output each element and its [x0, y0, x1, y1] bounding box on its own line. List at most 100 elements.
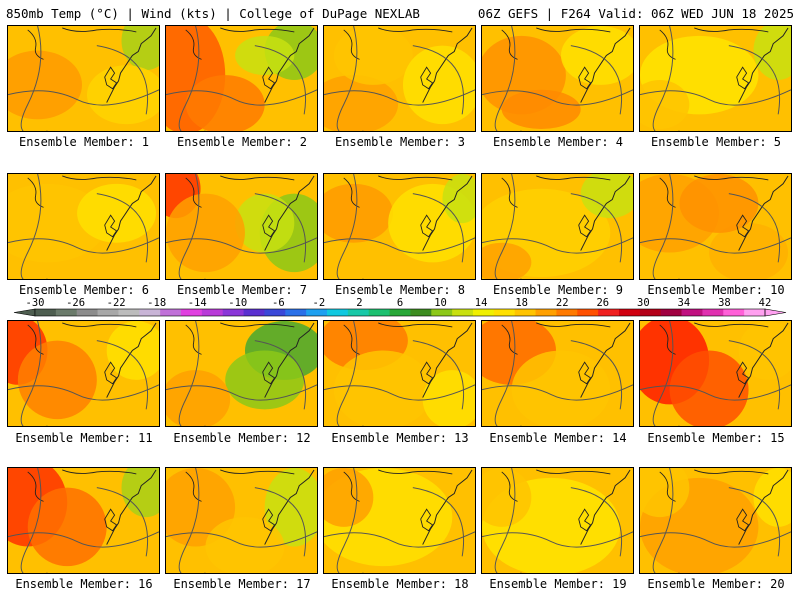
- ensemble-map-panel: [639, 467, 792, 574]
- ensemble-map-panel: [481, 320, 634, 427]
- ensemble-member-label: Ensemble Member: 9: [492, 283, 624, 297]
- map-canvas: [640, 26, 791, 131]
- colorbar-swatch: [410, 309, 432, 316]
- ensemble-map-panel: [7, 320, 160, 427]
- ensemble-map-panel: [7, 173, 160, 280]
- ensemble-map-panel: [639, 173, 792, 280]
- colorbar-tick-label: 22: [556, 297, 569, 309]
- ensemble-map-panel: [481, 25, 634, 132]
- ensemble-map-panel: [323, 467, 476, 574]
- ensemble-map-panel: [7, 25, 160, 132]
- colorbar-tick-label: -18: [147, 297, 166, 309]
- ensemble-member-label: Ensemble Member: 1: [18, 135, 150, 149]
- map-canvas: [482, 174, 633, 279]
- map-canvas: [482, 468, 633, 573]
- colorbar-swatch: [493, 309, 516, 316]
- colorbar-tick-label: 14: [475, 297, 488, 309]
- colorbar-tick-label: 38: [718, 297, 731, 309]
- temperature-colorbar: -30 -26 -22 -18 -14 -10 -6 -2 2 6 10 14 18 22 26 30 34 38…: [13, 297, 787, 317]
- colorbar-high-arrow: [764, 308, 787, 317]
- colorbar-swatch: [702, 309, 724, 316]
- colorbar-swatch: [723, 309, 745, 316]
- colorbar-swatch: [243, 309, 265, 316]
- colorbar-swatch: [201, 309, 224, 316]
- colorbar-swatch: [473, 309, 495, 316]
- ensemble-map-panel: [481, 467, 634, 574]
- colorbar-tick-label: -22: [107, 297, 126, 309]
- ensemble-member-label: Ensemble Member: 18: [331, 577, 469, 591]
- map-canvas: [166, 26, 317, 131]
- colorbar-swatch: [55, 309, 78, 316]
- colorbar-swatch: [660, 309, 682, 316]
- ensemble-map-panel: [165, 173, 318, 280]
- colorbar-tick-label: 10: [434, 297, 447, 309]
- colorbar-swatch: [327, 309, 349, 316]
- ensemble-map-panel: [481, 173, 634, 280]
- colorbar-swatch: [181, 309, 203, 316]
- colorbar-swatch: [577, 309, 599, 316]
- ensemble-member-label: Ensemble Member: 13: [331, 431, 469, 445]
- colorbar-swatch: [368, 309, 390, 316]
- colorbar-tick-label: -26: [66, 297, 85, 309]
- colorbar-swatch: [285, 309, 307, 316]
- colorbar-tick-label: -10: [228, 297, 247, 309]
- colorbar-tick-label: -6: [272, 297, 285, 309]
- colorbar-swatch: [222, 309, 244, 316]
- map-canvas: [166, 174, 317, 279]
- colorbar-swatch: [431, 309, 453, 316]
- ensemble-member-label: Ensemble Member: 11: [15, 431, 153, 445]
- colorbar-swatch: [306, 309, 328, 316]
- colorbar-swatch: [97, 309, 119, 316]
- ensemble-member-label: Ensemble Member: 6: [18, 283, 150, 297]
- map-canvas: [8, 174, 159, 279]
- ensemble-member-label: Ensemble Member: 12: [173, 431, 311, 445]
- colorbar-swatch: [744, 309, 766, 316]
- colorbar-tick-label: 6: [397, 297, 403, 309]
- map-canvas: [166, 321, 317, 426]
- colorbar-swatch: [35, 309, 57, 316]
- ensemble-map-panel: [639, 320, 792, 427]
- ensemble-member-label: Ensemble Member: 10: [647, 283, 785, 297]
- ensemble-member-label: Ensemble Member: 5: [650, 135, 782, 149]
- colorbar-tick-label: 34: [678, 297, 691, 309]
- colorbar-low-arrow: [13, 308, 36, 317]
- map-canvas: [640, 321, 791, 426]
- ensemble-member-label: Ensemble Member: 19: [489, 577, 627, 591]
- map-canvas: [324, 321, 475, 426]
- colorbar-swatch: [598, 309, 620, 316]
- colorbar-swatch: [347, 309, 370, 316]
- colorbar-tick-label: -30: [26, 297, 45, 309]
- colorbar-swatch: [639, 309, 662, 316]
- map-canvas: [640, 174, 791, 279]
- ensemble-member-label: Ensemble Member: 14: [489, 431, 627, 445]
- ensemble-member-label: Ensemble Member: 3: [334, 135, 466, 149]
- ensemble-member-label: Ensemble Member: 8: [334, 283, 466, 297]
- colorbar-swatch: [139, 309, 161, 316]
- ensemble-map-panel: [165, 467, 318, 574]
- colorbar-tick-label: -2: [313, 297, 326, 309]
- map-canvas: [324, 468, 475, 573]
- colorbar-swatch: [681, 309, 703, 316]
- colorbar-swatch: [452, 309, 474, 316]
- colorbar-swatch: [76, 309, 98, 316]
- map-canvas: [8, 321, 159, 426]
- ensemble-map-panel: [165, 320, 318, 427]
- ensemble-map-panel: [165, 25, 318, 132]
- colorbar-swatch: [389, 309, 411, 316]
- map-title: 850mb Temp (°C) | Wind (kts) | College o…: [6, 6, 420, 21]
- colorbar-tick-label: 42: [759, 297, 772, 309]
- colorbar-tick-label: 26: [596, 297, 609, 309]
- ensemble-member-label: Ensemble Member: 2: [176, 135, 308, 149]
- colorbar-tick-label: 30: [637, 297, 650, 309]
- colorbar-tick-label: -14: [188, 297, 207, 309]
- colorbar-swatch: [514, 309, 536, 316]
- ensemble-member-label: Ensemble Member: 17: [173, 577, 311, 591]
- map-canvas: [8, 26, 159, 131]
- colorbar-swatch: [160, 309, 182, 316]
- ensemble-map-panel: [639, 25, 792, 132]
- run-info: 06Z GEFS | F264 Valid: 06Z WED JUN 18 20…: [477, 6, 794, 21]
- ensemble-member-label: Ensemble Member: 16: [15, 577, 153, 591]
- ensemble-map-panel: [323, 320, 476, 427]
- map-canvas: [482, 26, 633, 131]
- colorbar-swatch: [264, 309, 286, 316]
